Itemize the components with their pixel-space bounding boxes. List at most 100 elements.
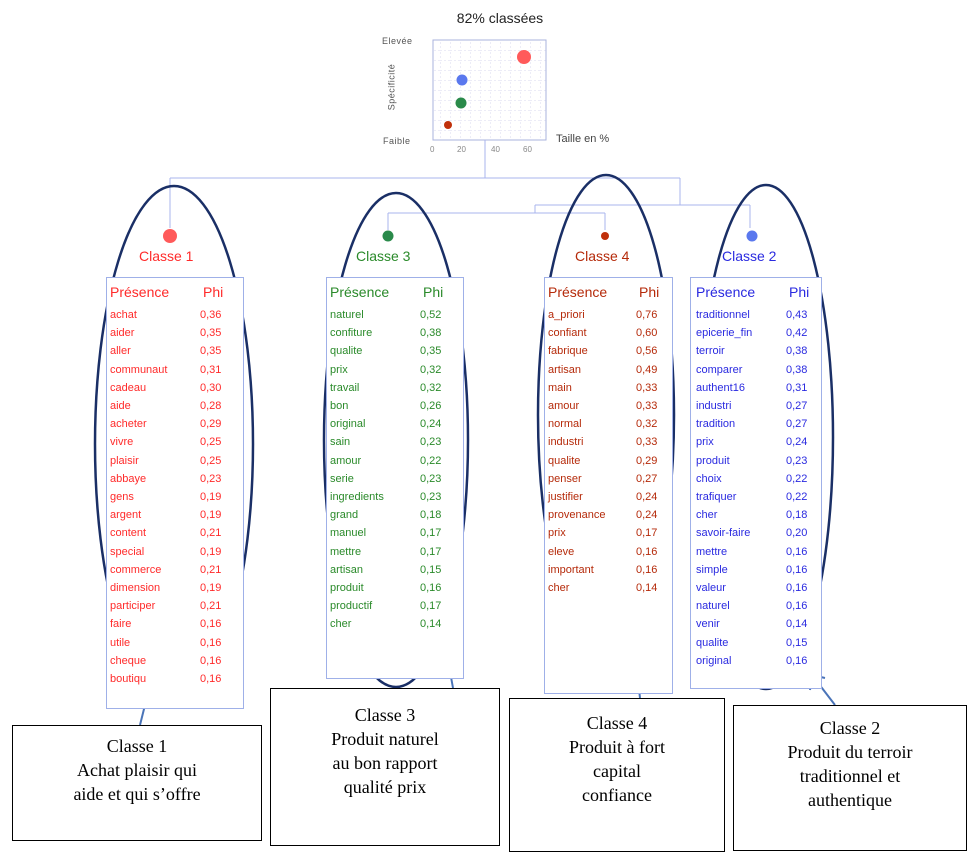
term: artisan	[330, 563, 364, 576]
phi-value: 0,33	[636, 436, 658, 449]
term: justifier	[548, 491, 583, 503]
table-row: ingredients 0,23	[330, 488, 460, 506]
phi-value: 0,18	[420, 509, 442, 522]
term: trafiquer	[696, 491, 737, 503]
desc-line: traditionnel et	[799, 766, 901, 786]
term: important	[548, 563, 594, 576]
phi-value: 0,14	[636, 582, 658, 594]
term: qualite	[696, 636, 729, 649]
phi-value: 0,16	[786, 654, 808, 667]
header-presence: Présence	[548, 284, 608, 300]
phi-value: 0,16	[786, 600, 808, 613]
table-row: grand 0,18	[330, 506, 460, 524]
term: content	[110, 527, 147, 540]
desc-line: Classe 1	[106, 736, 168, 756]
table-row: qualite 0,29	[548, 452, 676, 470]
term: aider	[110, 327, 135, 340]
table-row: epicerie_fin 0,42	[696, 324, 826, 342]
phi-value: 0,38	[786, 345, 808, 358]
table-row: artisan 0,15	[330, 561, 460, 579]
table-row: faire 0,16	[110, 615, 240, 633]
phi-value: 0,32	[420, 381, 442, 394]
x-tick: 60	[523, 145, 532, 154]
table-row: venir 0,14	[696, 615, 826, 633]
panel-classe-3	[326, 277, 464, 679]
table-row: achat 0,36	[110, 306, 240, 324]
term: a_priori	[548, 309, 585, 321]
table-row: produit 0,23	[696, 452, 826, 470]
table-row: confiture 0,38	[330, 324, 460, 342]
node-classe-2	[746, 230, 758, 242]
term: bon	[330, 400, 349, 412]
table-row: mettre 0,16	[696, 543, 826, 561]
class-title: Classe 3	[356, 248, 411, 264]
term: main	[548, 381, 572, 394]
table-row: traditionnel 0,43	[696, 306, 826, 324]
phi-value: 0,38	[786, 363, 808, 376]
term: choix	[696, 472, 722, 485]
desc-box-classe-2: Classe 2 Produit du terroir traditionnel…	[733, 705, 967, 851]
term: dimension	[110, 582, 161, 594]
phi-value: 0,17	[420, 527, 442, 540]
term: cheque	[110, 654, 147, 667]
phi-value: 0,17	[420, 600, 442, 613]
phi-value: 0,27	[786, 418, 808, 431]
phi-value: 0,16	[786, 582, 808, 594]
term: mettre	[330, 545, 362, 558]
desc-line: au bon rapport	[332, 753, 438, 773]
phi-value: 0,17	[420, 545, 442, 558]
y-high-label: Elevée	[382, 36, 413, 46]
phi-value: 0,30	[200, 381, 222, 394]
term: sain	[330, 436, 351, 449]
desc-line: authentique	[808, 790, 892, 810]
term: valeur	[696, 582, 726, 594]
phi-value: 0,23	[786, 454, 808, 467]
phi-value: 0,19	[200, 545, 222, 558]
phi-value: 0,16	[200, 654, 222, 667]
desc-line: Classe 2	[819, 718, 881, 738]
table-row: communaut 0,31	[110, 361, 240, 379]
term: qualite	[330, 345, 363, 358]
table-row: simple 0,16	[696, 561, 826, 579]
phi-value: 0,36	[200, 309, 222, 321]
table-row: original 0,24	[330, 415, 460, 433]
table-row: qualite 0,35	[330, 342, 460, 360]
term: traditionnel	[696, 309, 750, 321]
y-low-label: Faible	[383, 136, 411, 146]
table-row: penser 0,27	[548, 470, 676, 488]
phi-value: 0,32	[420, 363, 442, 376]
phi-value: 0,33	[636, 400, 658, 412]
term: participer	[110, 600, 156, 613]
phi-value: 0,27	[636, 472, 658, 485]
x-tick: 0	[430, 145, 435, 154]
header-presence: Présence	[110, 284, 170, 300]
desc-box-classe-1: Classe 1 Achat plaisir qui aide et qui s…	[12, 725, 262, 841]
term: simple	[696, 563, 728, 576]
node-classe-3	[382, 230, 394, 242]
table-row: provenance 0,24	[548, 506, 676, 524]
table-row: aller 0,35	[110, 342, 240, 360]
node-classe-1	[163, 229, 177, 243]
phi-value: 0,22	[420, 454, 442, 467]
phi-value: 0,23	[420, 472, 442, 485]
term: savoir-faire	[696, 527, 751, 540]
table-row: comparer 0,38	[696, 361, 826, 379]
term: plaisir	[110, 454, 139, 467]
phi-value: 0,60	[636, 327, 658, 340]
term: ingredients	[330, 491, 384, 503]
term: grand	[330, 509, 359, 522]
desc-line: Classe 3	[354, 705, 416, 725]
phi-value: 0,35	[200, 345, 222, 358]
table-row: confiant 0,60	[548, 324, 676, 342]
desc-line: aide et qui s’offre	[73, 784, 201, 804]
table-row: naturel 0,16	[696, 597, 826, 615]
term: prix	[548, 527, 566, 540]
point-classe-1	[517, 50, 531, 64]
term: epicerie_fin	[696, 327, 753, 340]
table-row: terroir 0,38	[696, 342, 826, 360]
table-row: plaisir 0,25	[110, 452, 240, 470]
table-row: fabrique 0,56	[548, 342, 676, 360]
phi-value: 0,19	[200, 582, 222, 594]
term: boutiqu	[110, 673, 147, 685]
